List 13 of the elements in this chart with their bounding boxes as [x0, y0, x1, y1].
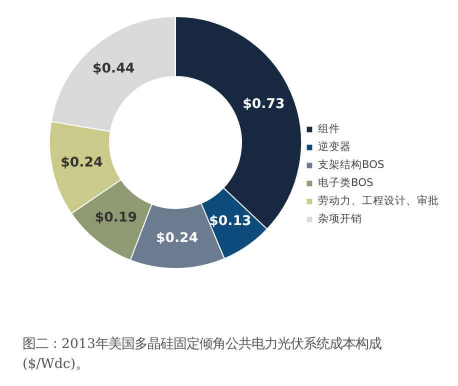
data-label: $0.44 [92, 62, 135, 77]
legend-label: 支架结构BOS [318, 158, 384, 172]
legend-label: 电子类BOS [318, 176, 374, 190]
data-label: $0.73 [242, 97, 285, 112]
legend-label: 劳动力、工程设计、审批 [318, 194, 439, 208]
legend-label: 组件 [318, 122, 340, 136]
legend-label: 杂项开销 [318, 212, 362, 226]
data-label: $0.19 [94, 210, 137, 226]
legend-label: 逆变器 [318, 140, 351, 154]
data-label: $0.24 [60, 156, 103, 171]
data-label: $0.13 [209, 214, 252, 229]
text: 图二：2013年美国多晶硅固定倾角公共电力光伏系统成本构成($/Wdc)。 [22, 336, 382, 372]
data-label: $0.24 [156, 230, 198, 246]
